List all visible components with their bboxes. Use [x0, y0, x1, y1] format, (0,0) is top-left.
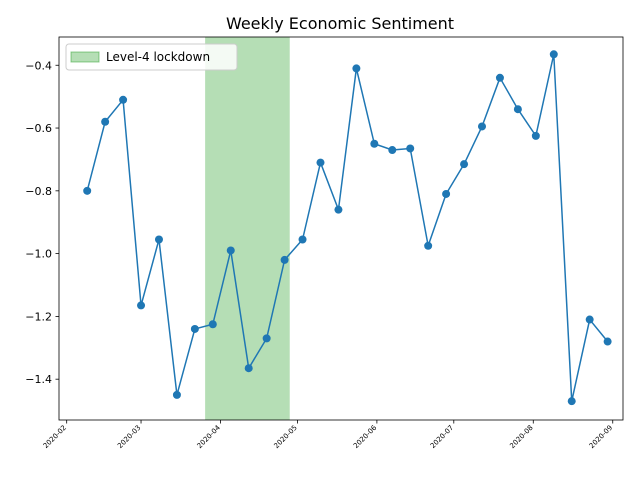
series-line-0	[86, 53, 609, 402]
data-point	[137, 301, 146, 310]
data-point	[334, 205, 343, 214]
data-point	[424, 241, 433, 250]
data-point	[370, 139, 379, 148]
legend: Level-4 lockdown	[65, 43, 238, 71]
y-tick-label: −1.4	[25, 373, 52, 386]
legend-swatch	[70, 51, 100, 63]
data-point	[549, 50, 558, 59]
data-point	[531, 131, 540, 140]
axes-frame	[58, 36, 624, 421]
x-tick-label: 2020-08	[508, 424, 534, 450]
y-tick-label: −0.6	[25, 122, 52, 135]
y-tick-label: −1.0	[25, 248, 52, 261]
data-point	[154, 235, 163, 244]
data-point	[316, 158, 325, 167]
x-tick-label: 2020-04	[196, 423, 223, 450]
data-point	[406, 144, 415, 153]
data-point	[478, 122, 486, 131]
data-point	[495, 73, 504, 82]
y-tick-label: −0.8	[25, 185, 52, 198]
y-tick-label: −1.2	[25, 310, 52, 323]
data-point	[119, 95, 128, 104]
plot-area	[83, 37, 612, 420]
data-point	[280, 255, 289, 264]
x-tick-label: 2020-02	[42, 424, 68, 450]
legend-box	[65, 43, 238, 71]
data-point	[101, 117, 110, 126]
data-point	[352, 64, 361, 73]
axes: −1.4 −1.2 −1.0 −0.8 −0.6 −0.4 2020-02 2020-03 20…	[25, 36, 624, 450]
data-point	[603, 337, 612, 346]
data-point	[208, 320, 217, 329]
x-tick-label: 2020-09	[588, 424, 614, 450]
data-point	[513, 105, 522, 114]
x-tick-label: 2020-05	[272, 424, 298, 450]
data-point	[298, 235, 307, 244]
data-point	[442, 189, 451, 198]
legend-label: Level-4 lockdown	[106, 50, 210, 64]
data-point	[388, 146, 397, 155]
data-point	[226, 246, 235, 255]
data-point	[460, 160, 469, 169]
data-point	[172, 390, 181, 399]
x-tick-label: 2020-06	[352, 423, 379, 450]
data-point	[83, 186, 92, 195]
data-point	[585, 315, 594, 324]
chart-title: Weekly Economic Sentiment	[226, 14, 454, 33]
x-tick-label: 2020-03	[116, 424, 142, 450]
data-point	[244, 364, 253, 373]
data-point	[262, 334, 271, 343]
x-tick-label: 2020-07	[429, 424, 455, 450]
y-tick-label: −0.4	[25, 59, 52, 72]
data-point	[567, 397, 576, 406]
data-point	[190, 324, 199, 333]
